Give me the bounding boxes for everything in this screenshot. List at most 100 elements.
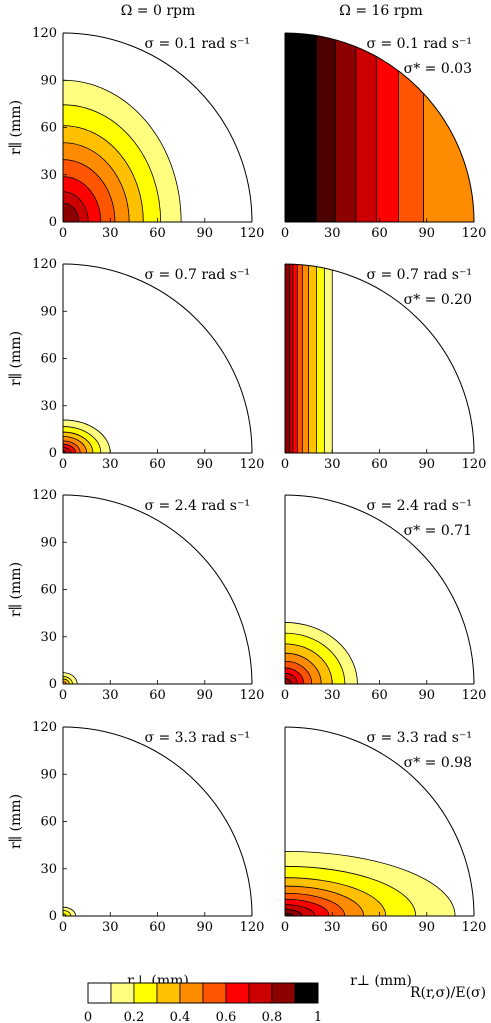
colorbar-tick-label: 0.4 (170, 1010, 191, 1023)
colorbar-swatch (202, 982, 227, 1004)
x-tick-label: 60 (149, 226, 166, 241)
colorbar-swatch (294, 982, 319, 1004)
x-tick-label: 60 (371, 226, 388, 241)
contour-fills (63, 672, 78, 684)
panel-r3-c1: 0 30 60 90 120 0 30 60 90 120 σ = 2.4 rad s⁻¹ r∥ (m… (8, 488, 264, 703)
y-tick-label: 60 (40, 121, 57, 136)
sigma-label: σ = 2.4 rad s⁻¹ (366, 498, 472, 514)
y-tick-label: 90 (40, 304, 57, 319)
sigma-star-label: σ* = 0.71 (404, 523, 472, 539)
x-tick-label: 90 (196, 920, 213, 935)
sigma-label: σ = 0.7 rad s⁻¹ (366, 267, 472, 283)
panel-r2-c2: 0 30 60 90 120 σ = 0.7 rad s⁻¹ σ* = 0.20 (281, 263, 486, 472)
x-tick-label: 120 (240, 226, 265, 241)
y-tick-label: 30 (40, 399, 57, 414)
contour-band-5 (375, 33, 399, 222)
x-tick-label: 0 (59, 457, 67, 472)
y-tick-label: 30 (40, 862, 57, 877)
x-tick-label: 120 (240, 457, 265, 472)
colorbar-label: R(r,σ)/E(σ) (410, 985, 486, 1001)
y-axis-label: r∥ (mm) (8, 331, 24, 386)
y-axis-label: r∥ (mm) (8, 794, 24, 849)
x-tick-label: 30 (102, 920, 119, 935)
contour-fills (285, 850, 456, 916)
domain-boundary (62, 32, 253, 223)
x-tick-label: 60 (149, 688, 166, 703)
contour-fills (63, 419, 111, 453)
x-tick-label: 120 (240, 688, 265, 703)
y-tick-label: 0 (49, 909, 57, 924)
colorbar-swatch (271, 982, 296, 1004)
x-tick-label: 90 (196, 457, 213, 472)
sigma-label: σ = 2.4 rad s⁻¹ (144, 498, 250, 514)
x-tick-label: 0 (59, 226, 67, 241)
domain-boundary (62, 726, 253, 917)
colorbar-tick-label: 0.8 (262, 1010, 283, 1023)
y-axis-label: r∥ (mm) (8, 562, 24, 617)
panel-r4-c1: 0 30 60 90 120 0 30 60 90 120 σ = 3.3 rad s⁻¹ r∥ (m… (8, 720, 264, 935)
colorbar-swatch (179, 982, 204, 1004)
y-tick-label: 90 (40, 767, 57, 782)
sigma-label: σ = 0.1 rad s⁻¹ (144, 36, 250, 52)
contour-column-8 (285, 264, 291, 453)
y-tick-label: 120 (32, 26, 57, 41)
x-tick-label: 30 (324, 688, 341, 703)
panel-r2-c1: 0 30 60 90 120 0 30 60 90 120 σ = 0.7 rad s⁻¹ r∥ (m… (8, 257, 264, 472)
domain-boundary (284, 263, 475, 454)
colorbar-tick-label: 0 (84, 1010, 92, 1023)
domain-boundary (62, 263, 253, 454)
domain-boundary (284, 494, 475, 685)
panel-r3-c2: 0 30 60 90 120 σ = 2.4 rad s⁻¹ σ* = 0.71 (281, 494, 487, 703)
sigma-star-label: σ* = 0.03 (404, 61, 472, 77)
sigma-star-label: σ* = 0.98 (404, 755, 472, 771)
y-tick-label: 60 (40, 352, 57, 367)
x-tick-label: 90 (418, 688, 435, 703)
contour-band-1 (285, 33, 317, 222)
sigma-label: σ = 3.3 rad s⁻¹ (366, 730, 472, 746)
x-tick-label: 90 (196, 226, 213, 241)
colorbar-swatch (133, 982, 158, 1004)
y-tick-label: 120 (32, 257, 57, 272)
sigma-star-label: σ* = 0.20 (404, 292, 472, 308)
colorbar-tick-label: 1 (314, 1010, 322, 1023)
y-tick-label: 60 (40, 583, 57, 598)
sigma-label: σ = 0.1 rad s⁻¹ (366, 36, 472, 52)
panel-grid: 0 30 60 90 120 0 30 60 90 120 σ = 0.1 rad s⁻¹ r∥ (m… (8, 26, 486, 935)
domain-boundary (62, 494, 253, 685)
x-tick-label: 60 (371, 457, 388, 472)
column-title-left: Ω = 0 rpm (121, 3, 196, 19)
y-tick-label: 0 (49, 446, 57, 461)
y-tick-label: 120 (32, 720, 57, 735)
contour-fills (63, 906, 77, 916)
contour-fills (63, 79, 182, 222)
colorbar-swatch (225, 982, 250, 1004)
x-tick-label: 120 (240, 920, 265, 935)
x-tick-label: 90 (196, 688, 213, 703)
x-tick-label: 120 (462, 226, 487, 241)
y-tick-label: 120 (32, 488, 57, 503)
colorbar-frame (87, 982, 319, 1004)
colorbar-swatch (110, 982, 135, 1004)
contour-band-4 (355, 33, 377, 222)
panel-r1-c2: 0 30 60 90 120 σ = 0.1 rad s⁻¹ σ* = 0.03 (281, 32, 487, 241)
x-tick-label: 30 (324, 920, 341, 935)
y-tick-label: 0 (49, 677, 57, 692)
sigma-label: σ = 0.7 rad s⁻¹ (144, 267, 250, 283)
colorbar-swatch (156, 982, 181, 1004)
x-tick-label: 90 (418, 457, 435, 472)
y-tick-label: 30 (40, 168, 57, 183)
x-tick-label: 60 (371, 688, 388, 703)
x-tick-label: 90 (418, 920, 435, 935)
contour-fills (285, 264, 333, 453)
x-tick-label: 60 (371, 920, 388, 935)
x-tick-label: 120 (462, 688, 487, 703)
x-tick-label: 60 (149, 920, 166, 935)
colorbar-swatch (87, 982, 112, 1004)
domain-boundary (284, 726, 475, 917)
colorbar-tick-label: 0.6 (216, 1010, 237, 1023)
contour-band-3 (334, 33, 357, 222)
x-tick-label: 0 (59, 920, 67, 935)
x-tick-label: 30 (102, 226, 119, 241)
y-tick-label: 60 (40, 815, 57, 830)
x-tick-label: 30 (324, 457, 341, 472)
